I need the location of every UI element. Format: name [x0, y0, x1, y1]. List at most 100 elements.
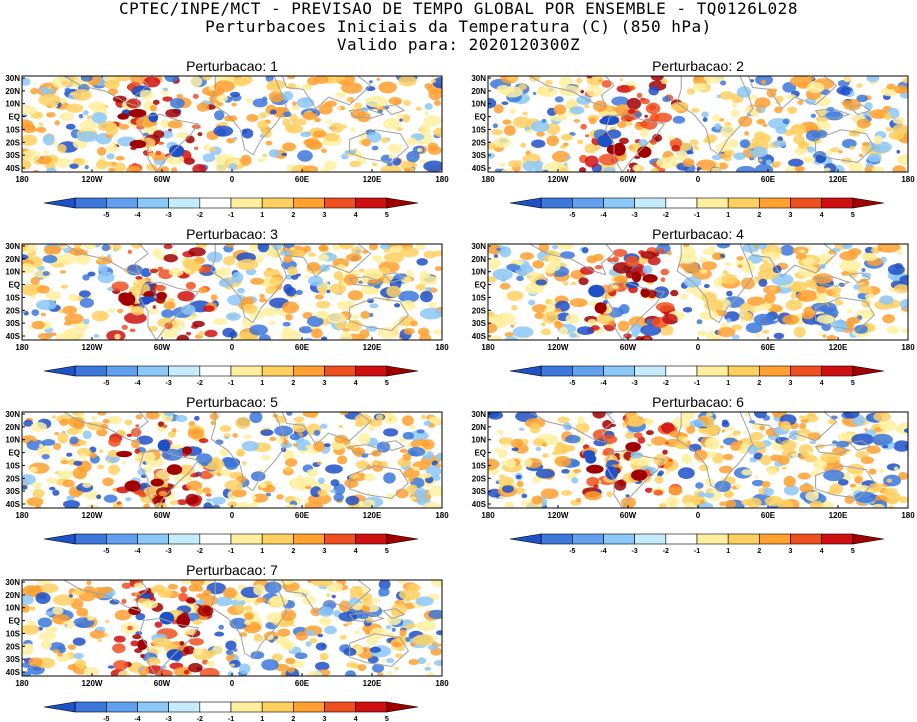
panel-map-svg: 30N 20N 10N EQ 10S 20S 30S 40S 180 120W 60W 0 60E 120… — [471, 410, 915, 555]
lon-tick-label: 60W — [154, 679, 171, 688]
lat-tick-label: 30S — [472, 151, 487, 160]
figure-header: CPTEC/INPE/MCT - PREVISAO DE TEMPO GLOBA… — [0, 0, 917, 54]
figure-title: CPTEC/INPE/MCT - PREVISAO DE TEMPO GLOBA… — [119, 0, 798, 18]
lon-tick-label: 180 — [15, 511, 29, 520]
temperature-field — [488, 412, 908, 508]
lon-tick-label: 120E — [363, 343, 382, 352]
colorbar-tick-label: 3 — [323, 548, 327, 555]
lat-tick-label: 20N — [471, 255, 486, 264]
lat-tick-label: 30S — [472, 487, 487, 496]
colorbar-box — [324, 197, 356, 209]
colorbar-tick-label: -5 — [569, 212, 575, 219]
colorbar-tick-label: -2 — [197, 716, 203, 722]
lon-tick-label: 120W — [82, 343, 103, 352]
colorbar-tick-label: 2 — [291, 548, 295, 555]
colorbar-box — [759, 197, 791, 209]
lat-tick-label: 40S — [6, 332, 21, 341]
lat-tick-label: EQ — [8, 113, 20, 122]
lat-tick-label: EQ — [474, 113, 486, 122]
lat-tick-label: 10N — [471, 268, 486, 277]
colorbar-tick-label: -1 — [694, 212, 700, 219]
colorbar-tick-label: 2 — [291, 212, 295, 219]
lat-tick-label: 30S — [6, 487, 21, 496]
lat-tick-label: 20S — [472, 306, 487, 315]
colorbar-box — [230, 533, 263, 545]
lat-tick-label: EQ — [474, 449, 486, 458]
colorbar-tick-label: 5 — [385, 212, 389, 219]
colorbar: -5 -4 -3 -2 -1 1 2 3 4 5 — [509, 197, 885, 219]
colorbar-box — [74, 197, 107, 209]
colorbar: -5 -4 -3 -2 -1 1 2 3 4 5 — [43, 365, 419, 387]
lon-tick-label: 120E — [829, 511, 848, 520]
colorbar-box — [74, 533, 107, 545]
colorbar-tick-label: 4 — [820, 212, 824, 219]
colorbar-tick-label: -5 — [103, 380, 109, 387]
colorbar-tick-label: 4 — [354, 716, 358, 722]
lat-tick-label: 30N — [471, 74, 486, 83]
lon-tick-label: 0 — [696, 343, 701, 352]
colorbar-box — [261, 365, 294, 377]
perturbation-panel-3: Perturbacao: 3 30N 20N 10N EQ 10S 20S 30S 40S 180… — [0, 226, 449, 387]
lat-tick-label: 20N — [5, 255, 20, 264]
colorbar-tick-label: 3 — [789, 380, 793, 387]
colorbar-tick-label: 5 — [385, 548, 389, 555]
colorbar-box — [199, 701, 232, 713]
panel-map-svg: 30N 20N 10N EQ 10S 20S 30S 40S 180 120W 60W 0 60E 120… — [5, 578, 449, 722]
lon-tick-label: 60W — [154, 343, 171, 352]
colorbar-tick-label: -5 — [103, 716, 109, 722]
colorbar-tick-label: 1 — [260, 380, 264, 387]
colorbar-tick-label: -5 — [103, 548, 109, 555]
colorbar-box — [230, 197, 263, 209]
colorbar-box — [759, 365, 791, 377]
colorbar-box — [199, 197, 232, 209]
colorbar-box — [74, 365, 107, 377]
colorbar-tick-label: 4 — [354, 212, 358, 219]
colorbar-box — [199, 365, 232, 377]
lat-tick-label: 10N — [5, 604, 20, 613]
colorbar-tick-label: 4 — [354, 548, 358, 555]
lat-tick-label: 30N — [5, 242, 20, 251]
lat-tick-label: 10N — [471, 436, 486, 445]
panel-title: Perturbacao: 1 — [186, 58, 278, 74]
colorbar-tick-label: -1 — [694, 548, 700, 555]
colorbar-tick-label: 2 — [757, 380, 761, 387]
colorbar-box — [355, 197, 388, 209]
colorbar-box — [727, 533, 760, 545]
colorbar-tick-label: 5 — [385, 380, 389, 387]
colorbar-tick-label: -3 — [166, 380, 172, 387]
colorbar-tick-label: -4 — [134, 380, 140, 387]
lon-tick-label: 180 — [901, 511, 915, 520]
lon-tick-label: 180 — [435, 679, 449, 688]
lon-tick-label: 120W — [82, 679, 103, 688]
temperature-field — [22, 580, 442, 676]
lon-tick-label: 60E — [761, 343, 776, 352]
lon-tick-label: 60E — [295, 511, 310, 520]
lat-tick-label: 30N — [471, 410, 486, 419]
colorbar-box — [261, 701, 294, 713]
colorbar-tick-label: 1 — [260, 212, 264, 219]
lon-tick-label: 180 — [901, 175, 915, 184]
colorbar-tick-label: 3 — [323, 716, 327, 722]
lat-tick-label: 30S — [6, 319, 21, 328]
colorbar-box — [665, 197, 698, 209]
perturbation-panel-1: Perturbacao: 1 30N 20N 10N EQ 10S 20S 30S 40S 180… — [0, 58, 449, 219]
lat-tick-label: 10S — [472, 125, 487, 134]
lat-tick-label: 10N — [471, 100, 486, 109]
colorbar-box — [137, 365, 169, 377]
lon-tick-label: 120E — [829, 175, 848, 184]
colorbar-tick-label: 4 — [820, 548, 824, 555]
lat-tick-label: 20S — [472, 474, 487, 483]
colorbar-box — [572, 533, 604, 545]
colorbar-box — [821, 533, 854, 545]
lat-tick-label: 30S — [472, 319, 487, 328]
lat-tick-label: 20N — [5, 591, 20, 600]
colorbar-box — [821, 197, 854, 209]
colorbar-box — [293, 197, 325, 209]
colorbar-box — [199, 533, 232, 545]
colorbar: -5 -4 -3 -2 -1 1 2 3 4 5 — [43, 533, 419, 555]
colorbar-tick-label: -4 — [600, 380, 606, 387]
colorbar-tick-label: -4 — [134, 212, 140, 219]
panel-map-svg: 30N 20N 10N EQ 10S 20S 30S 40S 180 120W 60W 0 60E 120… — [471, 74, 915, 219]
colorbar-tick-label: -3 — [166, 548, 172, 555]
colorbar-box — [665, 365, 698, 377]
